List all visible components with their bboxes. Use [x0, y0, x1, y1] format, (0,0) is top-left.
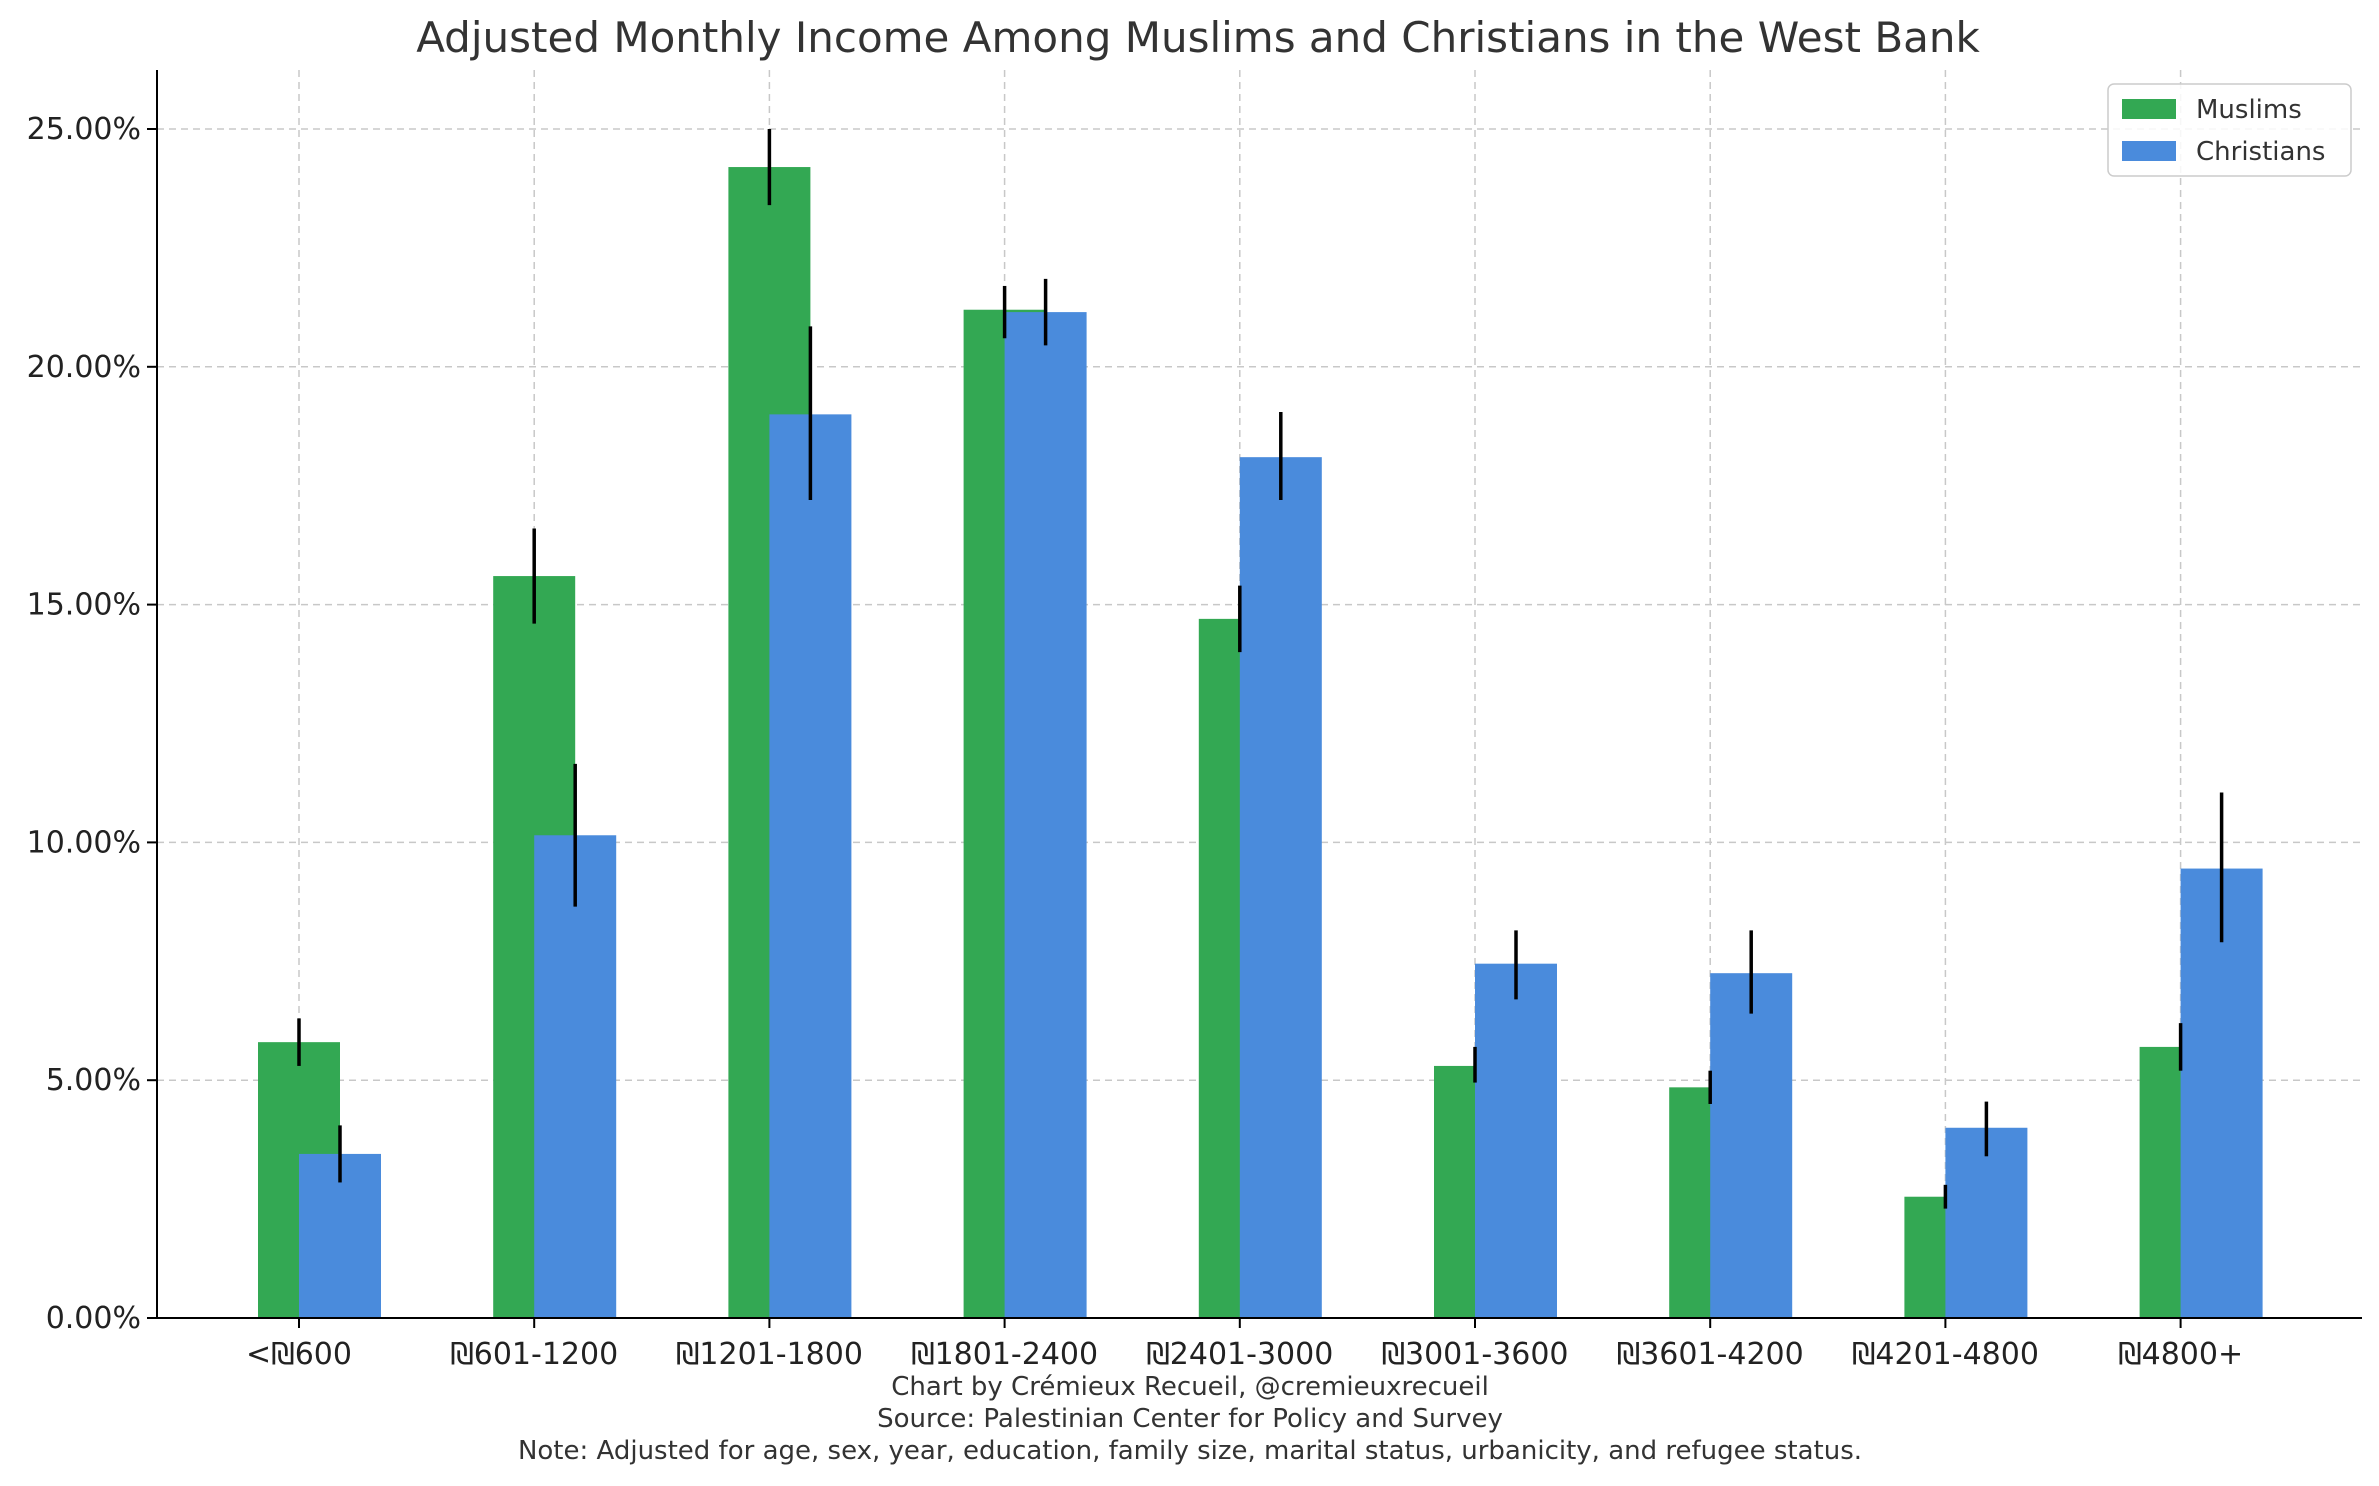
bar-christians — [1710, 973, 1793, 1318]
x-tick-label: ₪4201-4800 — [1852, 1337, 2039, 1372]
y-tick-label: 10.00% — [27, 825, 141, 860]
x-tick-label: ₪2401-3000 — [1146, 1337, 1333, 1372]
bar-christians — [1004, 312, 1087, 1319]
bars — [258, 167, 2263, 1319]
bar-christians — [1475, 963, 1557, 1318]
x-tick-label: ₪3001-3600 — [1381, 1337, 1568, 1372]
bar-christians — [2180, 868, 2263, 1318]
footer-credit: Chart by Crémieux Recueil, @cremieuxrecu… — [891, 1372, 1489, 1402]
footer-note: Note: Adjusted for age, sex, year, educa… — [518, 1436, 1862, 1466]
y-tick-label: 0.00% — [46, 1301, 141, 1336]
x-tick-label: <₪600 — [246, 1337, 352, 1372]
y-axis-ticks: 0.00% 5.00% 10.00% 15.00% 20.00% 25.00% — [27, 112, 157, 1336]
legend-swatch-christians — [2122, 141, 2176, 161]
grid-lines — [157, 70, 2362, 1318]
bar-christians — [769, 414, 852, 1318]
legend-label-christians: Christians — [2196, 137, 2325, 167]
bar-christians — [1239, 457, 1322, 1318]
y-tick-label: 5.00% — [46, 1063, 141, 1098]
bar-christians — [1945, 1127, 2028, 1318]
y-tick-label: 15.00% — [27, 588, 141, 623]
legend-swatch-muslims — [2122, 99, 2176, 119]
axes — [156, 70, 2362, 1319]
x-axis-ticks: <₪600 ₪601-1200 ₪1201-1800 ₪1801-2400 ₪2401-… — [246, 1318, 2243, 1372]
chart-title: Adjusted Monthly Income Among Muslims an… — [416, 13, 1980, 62]
x-tick-label: ₪1801-2400 — [911, 1337, 1098, 1372]
x-tick-label: ₪1201-1800 — [676, 1337, 863, 1372]
y-tick-label: 25.00% — [27, 112, 141, 147]
x-tick-label: ₪3601-4200 — [1617, 1337, 1804, 1372]
error-bars — [297, 129, 2224, 1209]
legend-label-muslims: Muslims — [2196, 95, 2302, 125]
footer-source: Source: Palestinian Center for Policy an… — [877, 1404, 1503, 1434]
bar-christians — [534, 835, 617, 1318]
x-tick-label: ₪601-1200 — [450, 1337, 618, 1372]
x-tick-label: ₪4800+ — [2118, 1337, 2243, 1372]
legend: Muslims Christians — [2107, 83, 2352, 177]
y-tick-label: 20.00% — [27, 350, 141, 385]
